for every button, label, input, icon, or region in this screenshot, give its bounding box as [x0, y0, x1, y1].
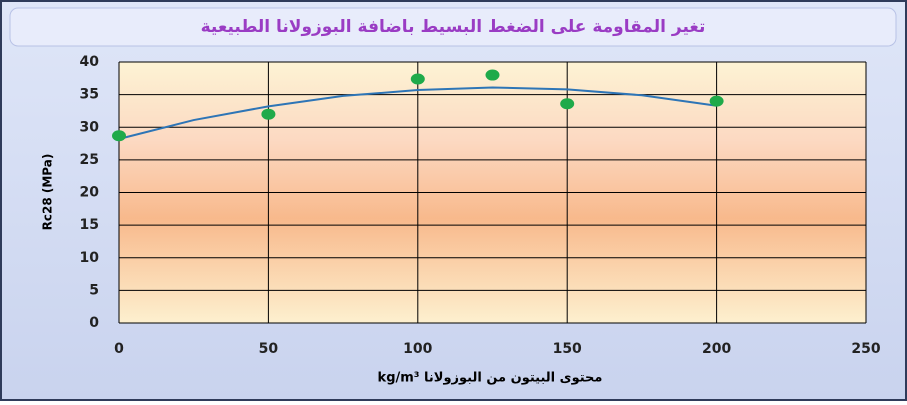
y-tick-label: 40	[80, 54, 100, 70]
trendline	[118, 86, 717, 140]
point	[261, 108, 276, 120]
title-box	[9, 7, 897, 47]
y-tick-label: 0	[89, 315, 99, 331]
y-tick-label: 5	[89, 282, 99, 298]
x-tick-label: 50	[259, 341, 279, 357]
point	[410, 73, 425, 85]
x-tick-label: 250	[851, 341, 880, 357]
chart-title: تغير المقاومة على الضغط البسيط باضافة ال…	[201, 17, 706, 37]
y-tick-label: 20	[80, 185, 100, 201]
point	[709, 95, 724, 107]
y-tick-label: 15	[80, 217, 99, 233]
y-axis-title: Rc28 (MPa)	[41, 154, 55, 231]
x-tick-label: 100	[403, 341, 432, 357]
y-tick-label: 10	[80, 250, 100, 266]
x-tick-label: 0	[114, 341, 124, 357]
point	[112, 130, 126, 142]
x-axis-title: محتوى البيتون من البوزولانا kg/m³	[378, 371, 603, 386]
x-tick-label: 150	[553, 341, 582, 357]
y-tick-label: 30	[80, 119, 100, 135]
x-tick-label: 200	[702, 341, 731, 357]
y-tick-label: 25	[80, 152, 99, 168]
point	[485, 69, 500, 81]
y-tick-label: 35	[80, 87, 99, 103]
point	[560, 98, 575, 110]
